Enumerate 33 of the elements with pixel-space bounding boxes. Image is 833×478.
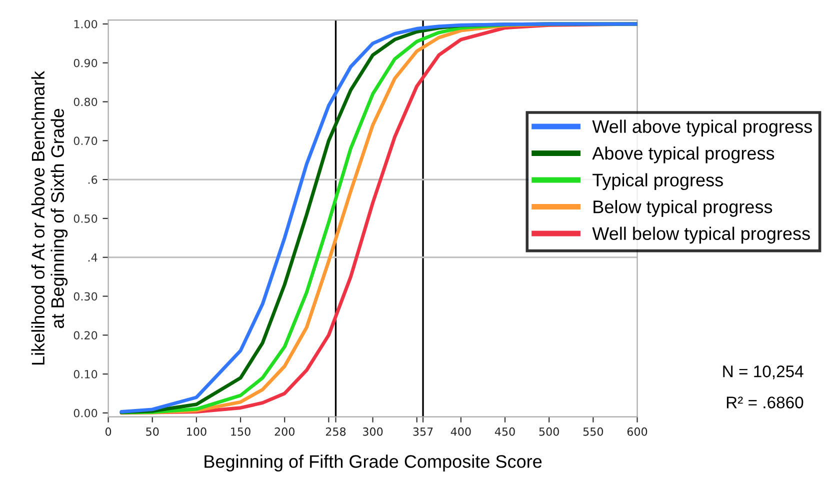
x-tick-label: 200 [274,427,294,436]
y-tick-label: .6 [88,176,98,184]
y-tick-label: 0.90 [74,58,98,68]
y-tick-label: 0.10 [74,370,98,378]
y-axis-title: Likelihood of At or Above Benchmark at Beginning of Sixth Grade [31,70,68,365]
y-tick-label: 0.50 [74,214,98,223]
text: R² = .6860 [726,396,804,408]
x-tick-label: 258 [326,427,346,436]
y-tick-label: .4 [88,253,98,262]
y-tick-label: 0.00 [74,408,98,418]
x-axis-title: Beginning of Fifth Grade Composite Score [204,454,542,472]
legend-label: Well below typical progress [592,226,810,244]
legend-label: Below typical progress [594,200,772,217]
y-tick-label: 0.70 [74,136,98,146]
y-tick-label: 0.30 [74,292,98,301]
x-tick-label: 550 [583,427,604,436]
x-tick-label: 50 [146,427,159,436]
x-tick-label: 600 [627,427,648,436]
legend-label: Above typical progress [592,146,774,164]
y-tick-label: 0.20 [74,331,98,340]
x-tick-label: 500 [539,427,559,436]
y-tick-label: 0.80 [74,98,98,106]
legend-label: Well above typical progress [592,120,812,137]
x-tick-label: 100 [187,427,206,436]
x-tick-label: 357 [413,427,433,436]
legend-label: Typical progress [592,173,723,190]
text: N = 10,254 [723,366,804,380]
x-tick-label: 150 [231,427,250,436]
x-tick-label: 0 [105,427,112,436]
x-tick-label: 450 [494,427,515,436]
x-tick-label: 300 [363,427,383,436]
y-tick-label: 1.00 [74,20,98,28]
x-tick-label: 400 [450,427,471,436]
